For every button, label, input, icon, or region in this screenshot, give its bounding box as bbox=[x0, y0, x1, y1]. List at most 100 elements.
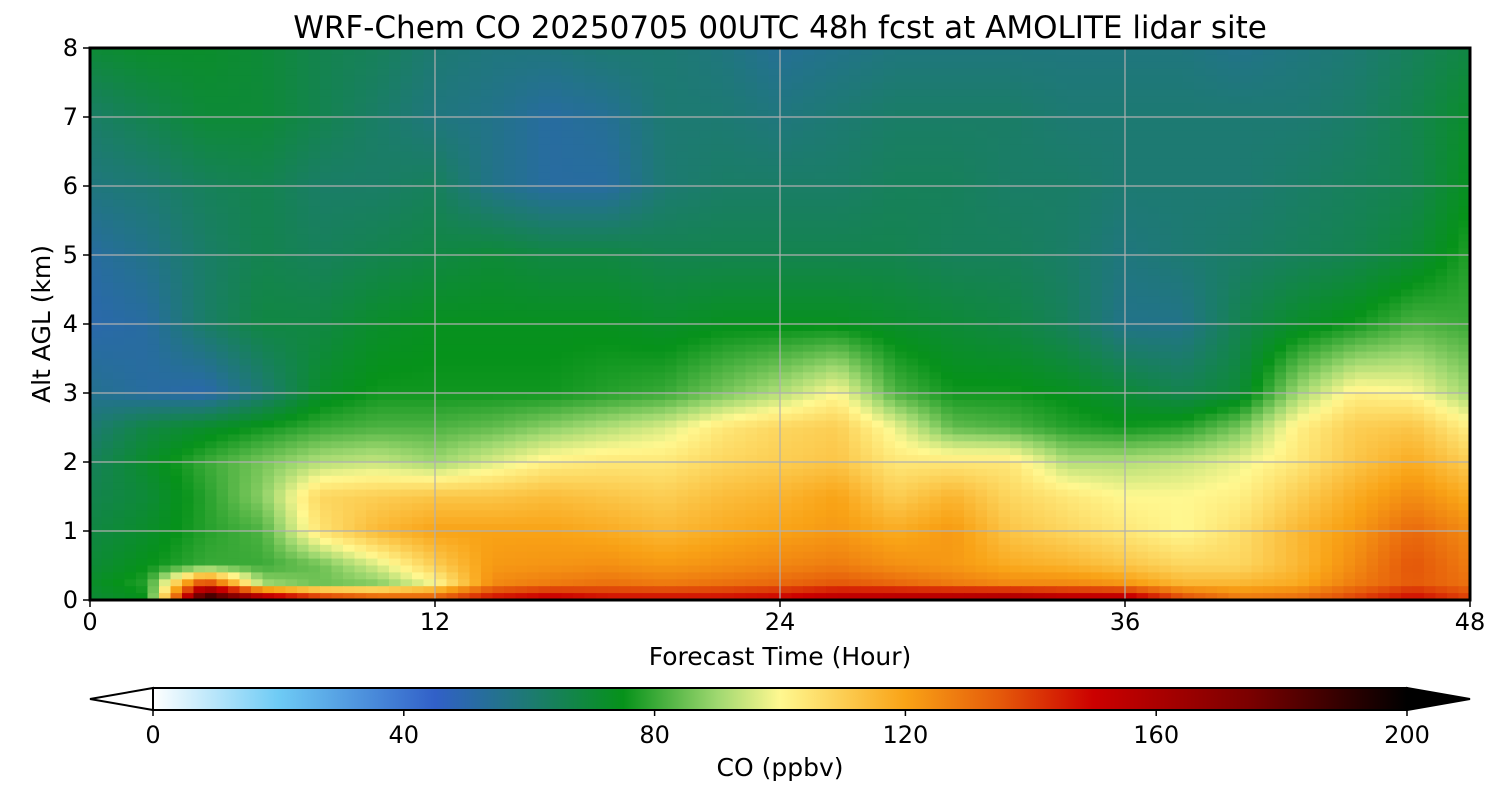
heatmap-cell bbox=[780, 227, 793, 235]
heatmap-cell bbox=[538, 268, 551, 277]
heatmap-cell bbox=[308, 151, 321, 159]
heatmap-cell bbox=[239, 330, 252, 339]
heatmap-cell bbox=[1079, 82, 1092, 90]
heatmap-cell bbox=[653, 96, 666, 104]
heatmap-cell bbox=[216, 192, 229, 201]
heatmap-cell bbox=[734, 110, 747, 118]
heatmap-cell bbox=[124, 192, 137, 201]
heatmap-cell bbox=[1366, 282, 1379, 291]
heatmap-cell bbox=[504, 296, 517, 304]
heatmap-cell bbox=[1033, 310, 1046, 318]
heatmap-cell bbox=[929, 248, 942, 256]
heatmap-cell bbox=[561, 275, 574, 284]
heatmap-cell bbox=[975, 220, 988, 228]
heatmap-cell bbox=[400, 151, 413, 159]
heatmap-cell bbox=[1332, 199, 1345, 208]
heatmap-cell bbox=[1320, 172, 1333, 180]
heatmap-cell bbox=[895, 227, 908, 235]
heatmap-cell bbox=[941, 255, 954, 263]
heatmap-cell bbox=[814, 172, 827, 180]
heatmap-cell bbox=[389, 68, 402, 77]
heatmap-cell bbox=[906, 241, 919, 249]
heatmap-cell bbox=[665, 282, 678, 291]
heatmap-cell bbox=[492, 261, 505, 270]
heatmap-cell bbox=[676, 137, 689, 146]
heatmap-cell bbox=[952, 96, 965, 104]
heatmap-cell bbox=[895, 261, 908, 270]
heatmap-cell bbox=[239, 158, 252, 166]
heatmap-cell bbox=[1366, 144, 1379, 153]
heatmap-cell bbox=[860, 220, 873, 228]
heatmap-cell bbox=[538, 303, 551, 311]
heatmap-cell bbox=[481, 192, 494, 201]
heatmap-cell bbox=[435, 275, 448, 284]
heatmap-cell bbox=[320, 130, 333, 139]
heatmap-cell bbox=[285, 282, 298, 291]
heatmap-cell bbox=[642, 48, 655, 56]
heatmap-cell bbox=[1125, 282, 1138, 291]
heatmap-cell bbox=[688, 199, 701, 208]
heatmap-cell bbox=[952, 206, 965, 215]
heatmap-cell bbox=[136, 89, 149, 97]
heatmap-cell bbox=[711, 268, 724, 277]
heatmap-cell bbox=[1309, 255, 1322, 263]
heatmap-cell bbox=[849, 192, 862, 201]
heatmap-cell bbox=[837, 275, 850, 284]
heatmap-cell bbox=[423, 186, 436, 194]
heatmap-cell bbox=[837, 123, 850, 132]
heatmap-cell bbox=[883, 220, 896, 228]
heatmap-cell bbox=[285, 227, 298, 235]
heatmap-cell bbox=[1447, 130, 1460, 139]
heatmap-cell bbox=[1458, 241, 1470, 249]
heatmap-cell bbox=[998, 179, 1011, 187]
heatmap-cell bbox=[1217, 144, 1230, 153]
heatmap-cell bbox=[1171, 248, 1184, 256]
heatmap-cell bbox=[1286, 255, 1299, 263]
heatmap-cell bbox=[1056, 144, 1069, 153]
heatmap-cell bbox=[1435, 54, 1448, 63]
heatmap-cell bbox=[918, 330, 931, 339]
heatmap-cell bbox=[1033, 234, 1046, 242]
heatmap-cell bbox=[1194, 82, 1207, 90]
heatmap-cell bbox=[918, 103, 931, 111]
heatmap-cell bbox=[193, 234, 206, 242]
heatmap-cell bbox=[481, 234, 494, 242]
heatmap-cell bbox=[1159, 61, 1172, 70]
heatmap-cell bbox=[975, 324, 988, 332]
heatmap-cell bbox=[343, 303, 356, 311]
heatmap-cell bbox=[883, 117, 896, 125]
heatmap-cell bbox=[90, 68, 103, 77]
heatmap-cell bbox=[1021, 213, 1034, 222]
heatmap-cell bbox=[665, 303, 678, 311]
heatmap-cell bbox=[481, 96, 494, 104]
heatmap-cell bbox=[550, 130, 563, 139]
heatmap-cell bbox=[711, 123, 724, 132]
heatmap-cell bbox=[826, 255, 839, 263]
heatmap-cell bbox=[630, 199, 643, 208]
heatmap-cell bbox=[366, 172, 379, 180]
heatmap-cell bbox=[918, 303, 931, 311]
heatmap-cell bbox=[918, 310, 931, 318]
heatmap-cell bbox=[377, 241, 390, 249]
heatmap-cell bbox=[814, 310, 827, 318]
heatmap-cell bbox=[1113, 248, 1126, 256]
heatmap-cell bbox=[1286, 192, 1299, 201]
heatmap-cell bbox=[918, 227, 931, 235]
heatmap-cell bbox=[1090, 61, 1103, 70]
heatmap-cell bbox=[308, 68, 321, 77]
heatmap-cell bbox=[1136, 255, 1149, 263]
heatmap-cell bbox=[377, 186, 390, 194]
heatmap-cell bbox=[596, 89, 609, 97]
heatmap-cell bbox=[251, 248, 264, 256]
heatmap-cell bbox=[745, 54, 758, 63]
heatmap-cell bbox=[458, 48, 471, 56]
heatmap-cell bbox=[872, 130, 885, 139]
heatmap-cell bbox=[630, 117, 643, 125]
heatmap-cell bbox=[665, 206, 678, 215]
heatmap-cell bbox=[1366, 123, 1379, 132]
heatmap-cell bbox=[538, 317, 551, 325]
heatmap-cell bbox=[239, 220, 252, 228]
heatmap-cell bbox=[297, 61, 310, 70]
heatmap-cell bbox=[1021, 255, 1034, 263]
heatmap-cell bbox=[906, 324, 919, 332]
